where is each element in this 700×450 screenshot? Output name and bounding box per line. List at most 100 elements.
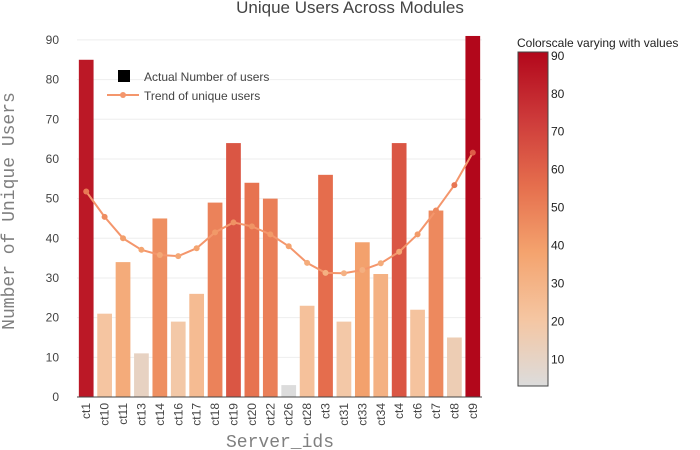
y-tick-label: 20 [46, 311, 60, 325]
x-tick-label: ct8 [447, 403, 461, 419]
x-axis-title: Server_ids [226, 433, 334, 450]
x-tick-label: ct26 [282, 403, 296, 426]
x-tick-label: ct7 [429, 403, 443, 419]
colorbar: Colorscale varying with values 10 20 30 40 5… [517, 36, 678, 387]
legend-line-dot [120, 92, 126, 98]
trend-point [267, 231, 274, 238]
trend-point [120, 235, 127, 242]
bar-ct4 [391, 143, 407, 397]
y-tick-label: 10 [46, 350, 60, 364]
x-tick-label: ct6 [411, 403, 425, 419]
legend-bar-label: Actual Number of users [144, 70, 269, 84]
trend-point [451, 182, 458, 189]
legend: Actual Number of users Trend of unique u… [107, 70, 269, 103]
x-tick-label: ct13 [134, 403, 148, 426]
bar-ct3 [318, 174, 333, 397]
x-tick-label: ct18 [208, 403, 222, 426]
x-tick-label: ct4 [392, 403, 406, 419]
bar-ct10 [97, 313, 112, 397]
trend-point [432, 207, 439, 214]
bar-ct28 [299, 305, 315, 397]
bar-ct26 [281, 385, 297, 397]
colorbar-tick-label: 40 [551, 239, 565, 253]
trend-point [285, 243, 292, 250]
x-tick-label: ct11 [116, 403, 130, 425]
y-tick-label: 50 [46, 192, 60, 206]
colorbar-tick-label: 50 [551, 201, 565, 215]
x-tick-label: ct17 [190, 403, 204, 426]
line-series [83, 149, 476, 277]
x-tick-label: ct28 [300, 403, 314, 426]
y-tick-label: 70 [46, 112, 60, 126]
x-tick-label: ct16 [171, 403, 185, 426]
trend-point [138, 246, 145, 253]
bar-ct11 [115, 262, 131, 397]
trend-point [322, 269, 329, 276]
y-tick-label: 60 [46, 152, 60, 166]
trend-point [377, 260, 384, 267]
x-tick-label: ct9 [466, 403, 480, 419]
colorbar-ticks: 10 20 30 40 50 60 70 80 90 [551, 49, 565, 367]
colorbar-tick-label: 80 [551, 87, 565, 101]
legend-line-label: Trend of unique users [144, 89, 260, 103]
bar-ct8 [447, 337, 462, 397]
trend-point [359, 267, 366, 274]
y-tick-label: 0 [52, 390, 59, 404]
trend-point [230, 219, 237, 226]
bar-ct13 [134, 353, 149, 397]
trend-point [469, 149, 476, 156]
y-tick-label: 80 [46, 73, 60, 87]
bar-ct17 [189, 293, 205, 397]
bar-ct20 [244, 182, 260, 397]
chart-title: Unique Users Across Modules [236, 0, 464, 17]
legend-bar-marker [118, 70, 130, 82]
trend-point [340, 270, 347, 277]
trend-point [156, 251, 163, 258]
trend-line [85, 152, 474, 275]
bar-ct22 [262, 198, 278, 397]
bar-ct1 [78, 59, 94, 398]
colorbar-gradient [517, 51, 549, 387]
x-tick-label: ct33 [355, 403, 369, 426]
colorbar-tick-label: 90 [551, 49, 565, 63]
axes: 0 10 20 30 40 50 60 70 80 90 ct1 ct10 ct11 ct13 ct14 ct… [46, 33, 482, 426]
bar-ct7 [428, 210, 444, 397]
trend-point [212, 229, 219, 236]
trend-point [304, 259, 311, 266]
colorbar-tick-label: 60 [551, 163, 565, 177]
bar-series [78, 35, 481, 398]
colorbar-title: Colorscale varying with values [517, 36, 678, 50]
bar-ct18 [207, 202, 223, 397]
y-tick-label: 30 [46, 271, 60, 285]
colorbar-tick-label: 20 [551, 314, 565, 328]
y-tick-label: 40 [46, 231, 60, 245]
trend-point [396, 248, 403, 255]
bar-ct34 [373, 274, 389, 397]
x-tick-label: ct34 [374, 403, 388, 426]
bar-ct33 [354, 242, 370, 397]
trend-point [414, 231, 421, 238]
trend-point [83, 188, 90, 195]
bar-ct16 [170, 321, 186, 397]
trend-point [193, 245, 200, 252]
x-tick-label: ct3 [319, 403, 333, 419]
x-tick-label: ct1 [79, 403, 93, 419]
trend-point [248, 223, 255, 230]
colorbar-tick-label: 70 [551, 125, 565, 139]
grid [77, 39, 482, 358]
bar-ct9 [465, 35, 481, 397]
trend-point [175, 253, 182, 260]
bar-ct19 [226, 143, 241, 397]
x-tick-label: ct22 [263, 403, 277, 426]
bar-ct6 [410, 309, 425, 397]
colorbar-tick-label: 10 [551, 352, 565, 366]
y-tick-label: 90 [46, 33, 60, 47]
x-tick-label: ct19 [226, 403, 240, 426]
colorbar-tick-label: 30 [551, 277, 565, 291]
x-tick-label: ct10 [98, 403, 112, 426]
x-tick-label: ct31 [337, 403, 351, 426]
x-tick-label: ct14 [153, 403, 167, 426]
bar-ct14 [152, 218, 168, 397]
